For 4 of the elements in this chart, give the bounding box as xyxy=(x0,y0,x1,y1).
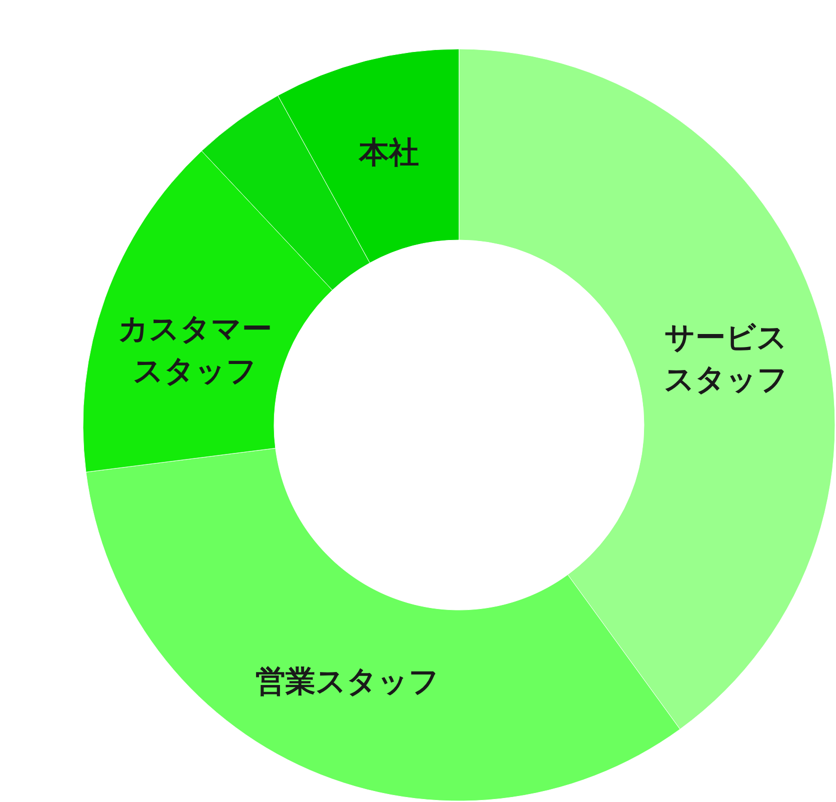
slice-label: サービススタッフ xyxy=(664,320,788,398)
slice-label: 営業スタッフ xyxy=(256,664,440,700)
slice-label: 本社 xyxy=(358,135,420,170)
slice-label: カスタマースタッフ xyxy=(118,312,272,389)
